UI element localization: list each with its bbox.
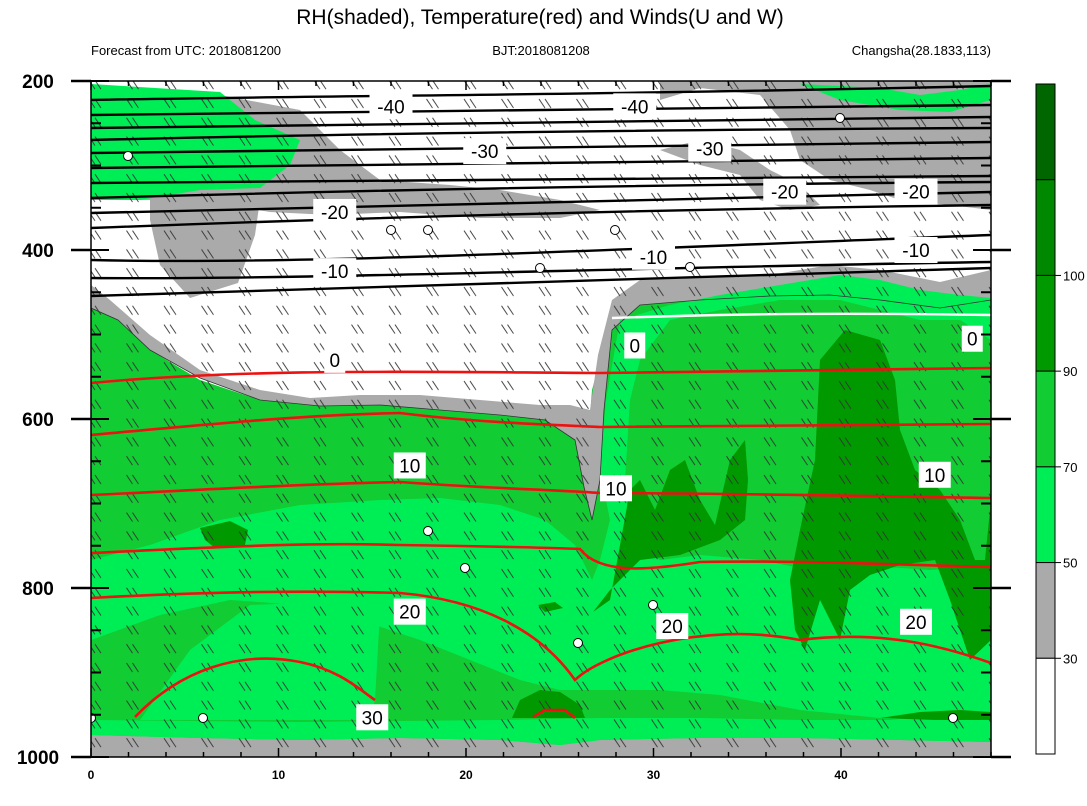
contour-label: -40	[377, 97, 404, 118]
contour-label: -20	[321, 203, 348, 224]
contour-label-box	[393, 452, 426, 479]
contour-label: -30	[696, 140, 723, 161]
contour-label: 30	[362, 708, 383, 729]
contour-label: -40	[621, 97, 648, 118]
contour-label: -20	[902, 183, 929, 204]
contour-label-box	[894, 237, 938, 263]
y-tick-label: 600	[22, 410, 54, 431]
contour-label-box	[313, 258, 357, 285]
contour-label: 10	[924, 466, 945, 487]
contour-label: -10	[321, 262, 348, 283]
x-tick-label: 30	[647, 768, 661, 782]
x-tick-label: 10	[272, 768, 286, 782]
contour-label-box	[356, 704, 389, 731]
colorbar: 30 50 70 90 100	[1035, 83, 1085, 755]
contour-label: 0	[967, 330, 978, 351]
contour-label: 0	[329, 351, 340, 372]
contour-label-box	[688, 135, 732, 162]
contour-label-box	[900, 608, 932, 635]
x-axis: 0 10 20 30 40	[88, 81, 992, 782]
colorbar-segment	[1035, 370, 1056, 468]
x-tick-label: 20	[459, 768, 473, 782]
contour-label-box	[918, 461, 951, 488]
colorbar-label: 50	[1063, 556, 1077, 571]
contour-label-box	[763, 178, 807, 205]
contour-label: 10	[605, 479, 626, 500]
colorbar-segment	[1035, 657, 1056, 755]
contour-label-box	[613, 93, 657, 120]
colorbar-label: 70	[1063, 460, 1077, 475]
contour-label: -20	[771, 183, 798, 204]
contour-label: 0	[629, 336, 640, 357]
colorbar-segment	[1035, 562, 1056, 659]
contour-label-box	[324, 346, 346, 373]
colorbar-segment	[1035, 466, 1056, 564]
plot-area: -40 -40 -30 -30 -20 -20 -20 -10 -10 -10 0 0 0 10 10 10 2…	[91, 81, 991, 757]
contour-label-box	[600, 475, 632, 502]
contour-label-box	[393, 598, 426, 625]
temperature-contours-red	[91, 366, 991, 720]
x-tick-label: 0	[88, 768, 95, 782]
y-tick-label: 800	[22, 579, 54, 600]
chart-subtitle-right: Changsha(28.1833,113)	[852, 43, 991, 58]
contour-label: -10	[902, 241, 929, 262]
contour-label: -10	[640, 248, 667, 269]
chart-title: RH(shaded), Temperature(red) and Winds(U…	[296, 6, 783, 29]
y-tick-label: 200	[22, 72, 54, 93]
contour-label-box	[894, 178, 938, 205]
rh-contour-outline	[91, 294, 991, 521]
contour-label: 10	[399, 456, 420, 477]
contour-label-box	[632, 243, 675, 270]
contour-label-box	[961, 325, 983, 352]
y-tick-label: 400	[22, 241, 54, 262]
y-tick-label: 1000	[17, 748, 59, 769]
contour-label-box	[313, 198, 357, 225]
chart-subtitle-center: BJT:2018081208	[492, 43, 590, 58]
colorbar-segment	[1035, 274, 1056, 372]
temperature-contour-labels: -40 -40 -30 -30 -20 -20 -20 -10 -10 -10 0 0 0 10 10 10 2…	[313, 93, 983, 731]
calm-wind-markers	[91, 113, 958, 723]
contour-label: -30	[471, 142, 498, 163]
contour-label: 20	[905, 613, 926, 634]
contour-label: 20	[399, 603, 420, 624]
colorbar-segment	[1035, 179, 1056, 276]
contour-label-box	[656, 613, 689, 640]
contour-label: 20	[662, 617, 683, 638]
contour-label-box	[463, 138, 507, 165]
x-tick-label: 40	[834, 768, 848, 782]
colorbar-label: 30	[1063, 651, 1077, 666]
colorbar-label: 90	[1063, 364, 1077, 379]
colorbar-label: 100	[1063, 268, 1085, 283]
contour-label-box	[369, 93, 413, 120]
contour-label-box	[624, 332, 646, 359]
temperature-zero-line	[611, 312, 991, 320]
colorbar-segment	[1035, 83, 1056, 181]
chart-subtitle-left: Forecast from UTC: 2018081200	[91, 43, 281, 58]
